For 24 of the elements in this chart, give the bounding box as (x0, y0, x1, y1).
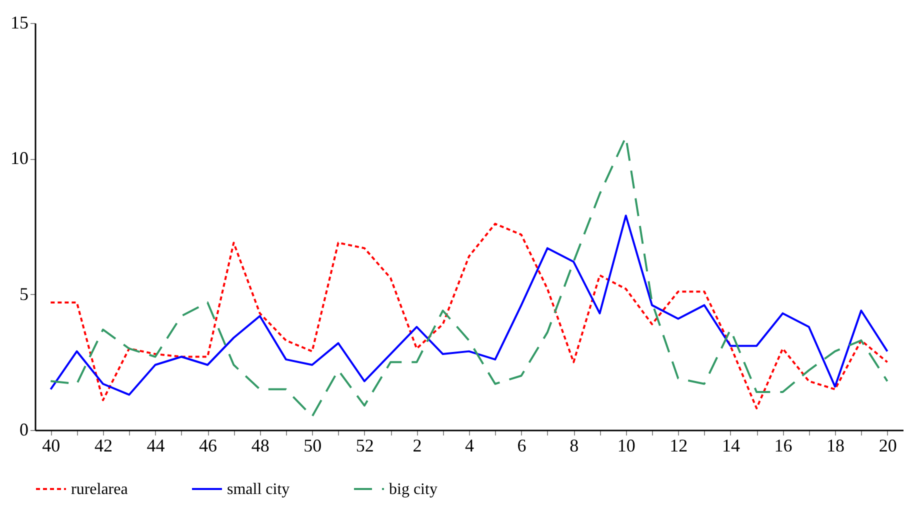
x-tick-label: 40 (42, 436, 60, 456)
x-tick-label: 44 (146, 436, 165, 456)
x-tick-label: 10 (617, 436, 636, 456)
y-tick-label: 5 (20, 284, 28, 304)
y-tick-label: 0 (20, 420, 28, 440)
x-tick-label: 8 (570, 436, 579, 456)
y-tick-label: 15 (10, 12, 28, 32)
x-tick-label: 2 (412, 436, 422, 456)
x-tick-label: 42 (94, 436, 112, 456)
x-tick-label: 48 (251, 436, 270, 456)
x-tick-label: 4 (465, 436, 474, 456)
x-tick-label: 52 (356, 436, 374, 456)
legend-label: small city (227, 481, 290, 498)
x-tick-label: 14 (722, 436, 740, 456)
x-tick-label: 6 (517, 436, 526, 456)
x-tick-label: 20 (878, 436, 897, 456)
x-tick-label: 46 (199, 436, 218, 456)
x-tick-label: 50 (304, 436, 322, 456)
x-tick-label: 18 (826, 436, 845, 456)
x-tick-label: 16 (774, 436, 792, 456)
x-tick-label: 12 (670, 436, 688, 456)
y-tick-label: 10 (10, 148, 28, 168)
legend-label: rurelarea (71, 481, 128, 498)
legend-label: big city (389, 481, 438, 498)
